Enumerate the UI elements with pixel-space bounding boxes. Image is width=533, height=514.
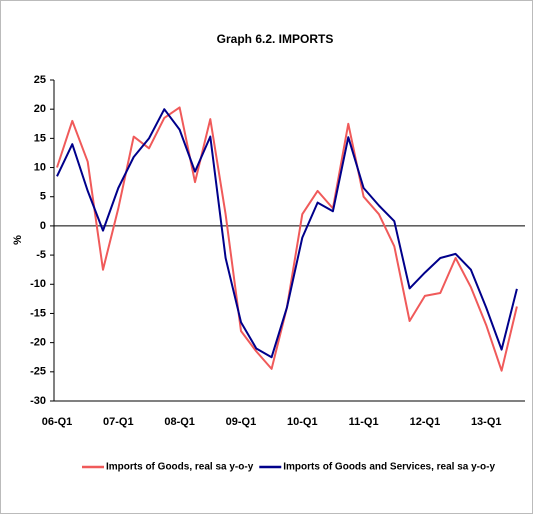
y-tick-label: 25 [34, 74, 46, 86]
series-line [56, 108, 518, 359]
y-tick-label: -15 [30, 307, 46, 319]
y-tick-label: -20 [30, 337, 46, 349]
chart-title: Graph 6.2. IMPORTS [217, 32, 334, 46]
y-tick-label: -10 [30, 278, 46, 290]
x-tick-label: 12-Q1 [410, 416, 441, 428]
y-tick-label: 10 [34, 161, 46, 173]
legend-label: Imports of Goods, real sa y-o-y [106, 462, 254, 473]
x-tick-label: 07-Q1 [103, 416, 134, 428]
x-tick-label: 13-Q1 [471, 416, 502, 428]
y-tick-label: 0 [40, 220, 46, 232]
x-tick-label: 11-Q1 [349, 416, 379, 428]
y-tick-label: 5 [40, 191, 46, 203]
y-tick-label: -5 [36, 249, 46, 261]
y-tick-label: -25 [30, 366, 46, 378]
x-tick-label: 09-Q1 [226, 416, 257, 428]
y-tick-label: 15 [34, 132, 46, 144]
y-tick-label: 20 [34, 103, 46, 115]
x-tick-label: 06-Q1 [42, 416, 73, 428]
x-tick-label: 08-Q1 [164, 416, 195, 428]
y-tick-label: -30 [30, 395, 46, 407]
x-tick-label: 10-Q1 [287, 416, 318, 428]
y-axis-label: % [12, 235, 24, 245]
legend-label: Imports of Goods and Services, real sa y… [283, 462, 495, 473]
